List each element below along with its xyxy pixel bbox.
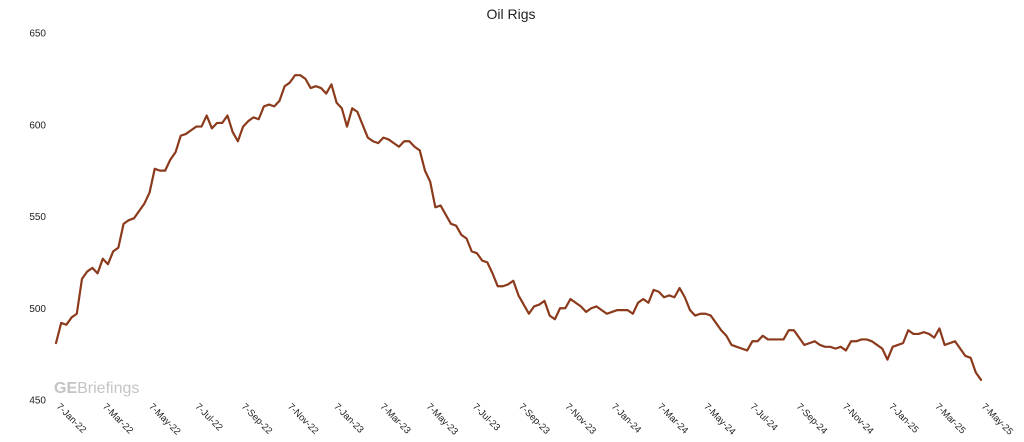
y-tick-label: 500 (29, 304, 46, 315)
x-tick-label: 7-Mar-23 (378, 401, 413, 436)
y-tick-label: 650 (29, 29, 46, 40)
x-tick-label: 7-Nov-23 (563, 401, 598, 436)
x-tick-label: 7-May-22 (146, 401, 182, 437)
x-tick-label: 7-Mar-24 (655, 401, 690, 436)
x-tick-label: 7-Jul-22 (193, 401, 225, 433)
y-tick-label: 550 (29, 212, 46, 223)
x-tick-label: 7-May-23 (424, 401, 460, 437)
x-axis: 7-Jan-22 7-Mar-22 7-May-22 7-Jul-22 7-Sep-22… (54, 401, 1015, 437)
y-axis: 650 600 550 500 450 (29, 29, 46, 407)
chart-title: Oil Rigs (486, 6, 535, 22)
x-tick-label: 7-Jan-25 (886, 401, 920, 435)
watermark-logo: GEBriefings (54, 380, 139, 397)
x-tick-label: 7-Jan-24 (609, 401, 643, 435)
y-tick-label: 600 (29, 120, 46, 131)
plot-area (54, 74, 983, 381)
watermark-ge: GE (54, 380, 77, 397)
svg-text:GEBriefings: GEBriefings (54, 380, 139, 397)
x-tick-label: 7-May-24 (701, 401, 737, 437)
watermark-briefings: Briefings (77, 380, 139, 397)
x-tick-label: 7-Jan-23 (331, 401, 365, 435)
x-tick-label: 7-Mar-22 (100, 401, 135, 436)
x-tick-label: 7-Nov-22 (285, 401, 320, 436)
x-tick-label: 7-Jul-24 (748, 401, 780, 433)
x-tick-label: 7-May-25 (979, 401, 1015, 437)
oil-rigs-series-line (54, 74, 983, 381)
x-tick-label: 7-Sep-24 (794, 401, 829, 436)
x-tick-label: 7-Sep-23 (516, 401, 551, 436)
y-tick-label: 450 (29, 396, 46, 407)
x-tick-label: 7-Jan-22 (54, 401, 88, 435)
x-tick-label: 7-Mar-25 (933, 401, 968, 436)
x-tick-label: 7-Sep-22 (239, 401, 274, 436)
x-tick-label: 7-Nov-24 (840, 401, 875, 436)
x-tick-label: 7-Jul-23 (470, 401, 502, 433)
